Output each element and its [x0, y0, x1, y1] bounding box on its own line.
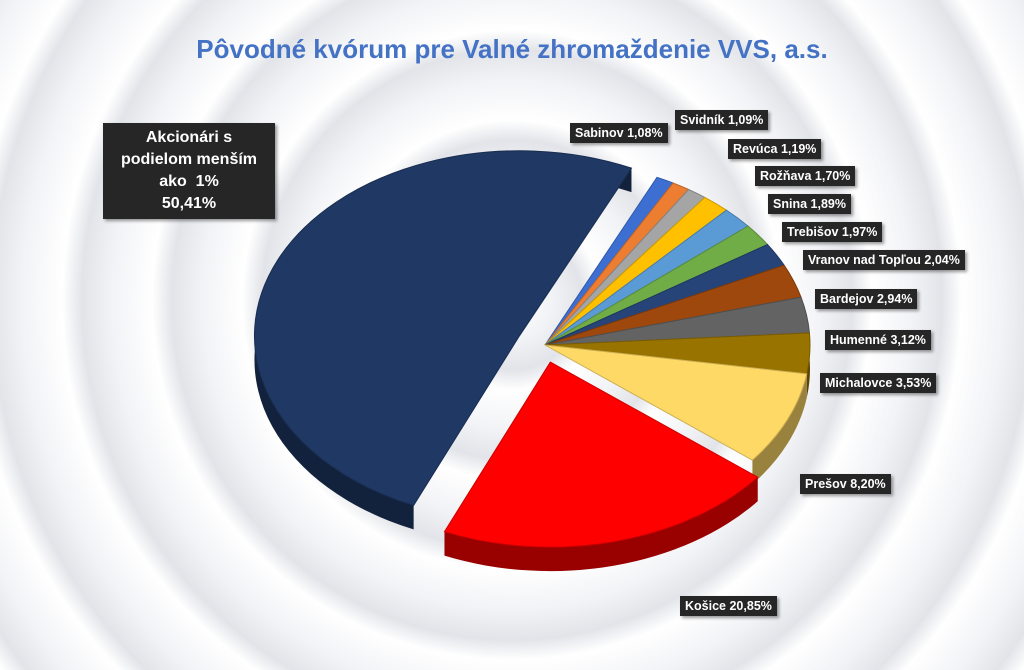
- label-value: 50,41%: [161, 195, 217, 212]
- slice: [443, 361, 759, 548]
- label-category: Michalovce: [825, 376, 893, 390]
- label-value: 3,12%: [890, 333, 926, 347]
- label-value: 2,04%: [924, 253, 960, 267]
- data-label: Revúca 1,19%: [728, 139, 822, 159]
- label-value: 1,89%: [810, 197, 846, 211]
- label-category: Košice: [685, 599, 726, 613]
- label-value: 3,53%: [895, 376, 932, 390]
- label-value: 1,19%: [780, 142, 817, 156]
- data-label: Prešov 8,20%: [800, 474, 891, 494]
- label-value: 1,09%: [727, 113, 764, 127]
- label-category: Bardejov: [820, 292, 874, 306]
- data-label: Trebišov 1,97%: [782, 222, 883, 242]
- label-value: 1,70%: [814, 169, 851, 183]
- label-value: 20,85%: [729, 599, 772, 613]
- slice-side: [806, 332, 810, 398]
- label-category: Akcionári s podielom menším ako 1%: [120, 129, 262, 190]
- label-category: Prešov: [805, 477, 847, 491]
- chart-title: Pôvodné kvórum pre Valné zhromaždenie VV…: [196, 34, 828, 64]
- data-label: Vranov nad Topľou 2,04%: [803, 250, 965, 270]
- label-value: 1,97%: [841, 225, 878, 239]
- slice-side: [444, 477, 758, 572]
- label-value: 2,94%: [876, 292, 913, 306]
- data-label: Akcionári s podielom menším ako 1% 50,41%: [103, 123, 275, 219]
- data-label: Rožňava 1,70%: [755, 166, 856, 186]
- data-label: Sabinov 1,08%: [570, 123, 668, 143]
- data-label: Michalovce 3,53%: [820, 373, 937, 393]
- label-value: 1,08%: [627, 126, 663, 140]
- label-category: Vranov nad Topľou: [808, 253, 921, 267]
- label-category: Snina: [773, 197, 808, 211]
- data-label: Bardejov 2,94%: [815, 289, 918, 309]
- data-label: Košice 20,85%: [680, 596, 777, 616]
- slice: [544, 344, 808, 461]
- label-category: Rožňava: [760, 169, 812, 183]
- slice-side: [752, 373, 807, 485]
- data-label: Humenné 3,12%: [825, 330, 931, 350]
- label-category: Svidník: [680, 113, 725, 127]
- label-value: 8,20%: [850, 477, 886, 491]
- label-category: Trebišov: [787, 225, 839, 239]
- label-category: Humenné: [830, 333, 887, 347]
- label-category: Sabinov: [575, 126, 624, 140]
- data-label: Snina 1,89%: [768, 194, 851, 214]
- label-category: Revúca: [733, 142, 778, 156]
- data-label: Svidník 1,09%: [675, 110, 769, 130]
- slice: [254, 150, 633, 506]
